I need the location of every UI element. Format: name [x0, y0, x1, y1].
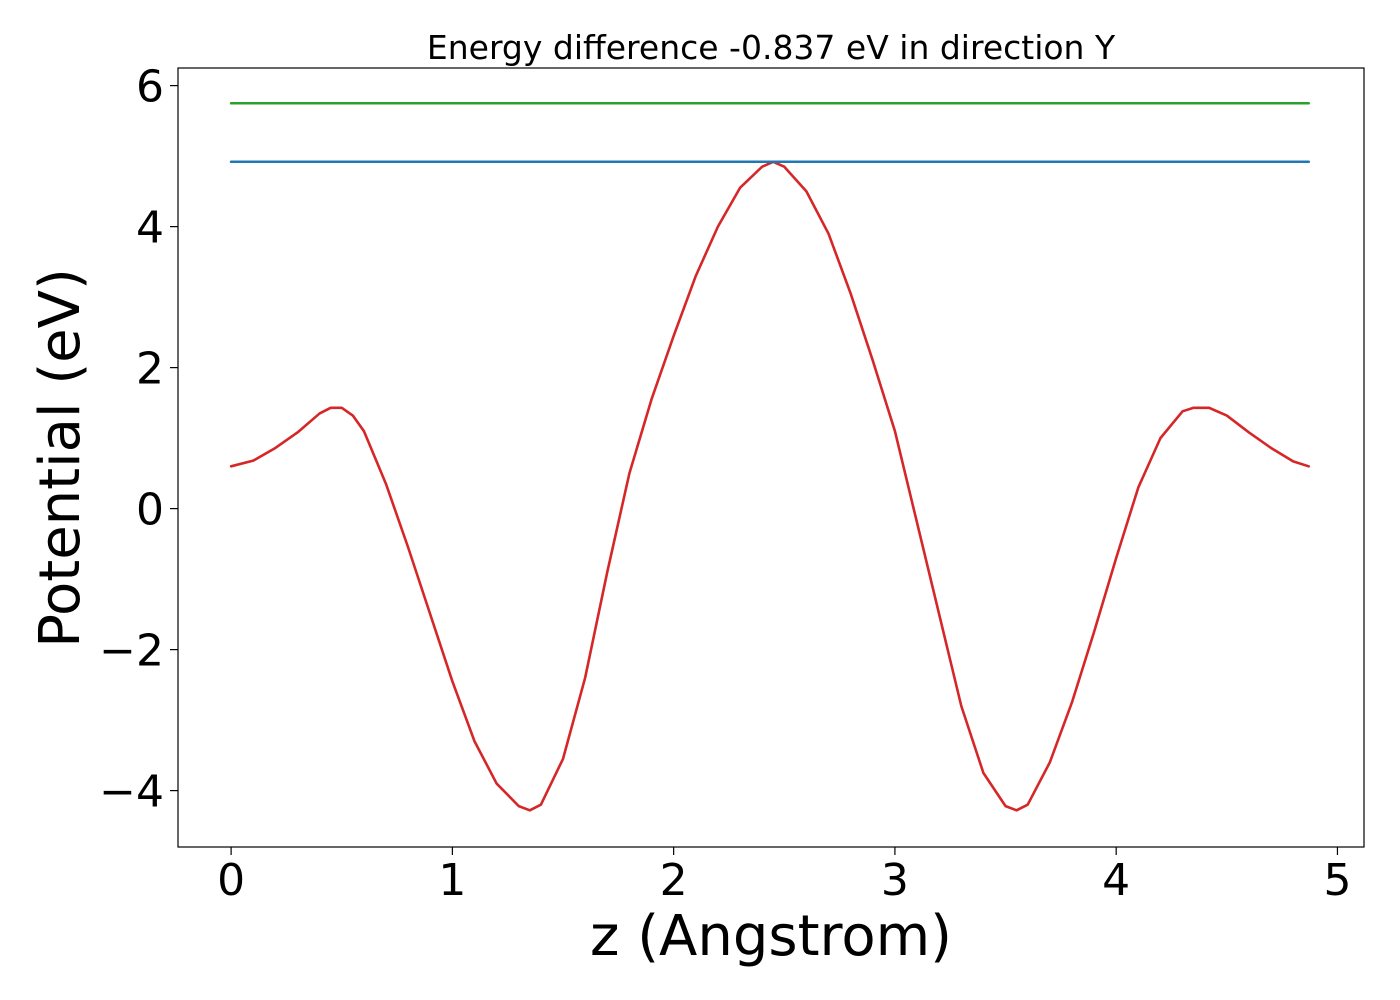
y-tick-label: 0 [136, 485, 164, 536]
series-line-0 [229, 160, 1310, 812]
x-tick-label: 0 [217, 855, 245, 906]
y-tick-label: −2 [99, 626, 164, 677]
y-tick-label: 4 [136, 203, 164, 254]
plot-frame [177, 67, 1365, 848]
y-tick-label: 2 [136, 344, 164, 395]
series-layer [229, 101, 1310, 812]
y-tick-label: 6 [136, 62, 164, 113]
x-tick-label: 1 [438, 855, 466, 906]
x-tick-label: 3 [881, 855, 909, 906]
chart-title: Energy difference -0.837 eV in direction… [427, 28, 1116, 67]
y-axis-label: Potential (eV) [28, 268, 93, 648]
y-axis-ticks: −4 −2 0 2 4 6 [99, 62, 178, 818]
x-tick-label: 4 [1102, 855, 1130, 906]
x-tick-label: 5 [1323, 855, 1351, 906]
y-tick-label: −4 [99, 767, 164, 818]
x-tick-label: 2 [660, 855, 688, 906]
x-axis-ticks: 0 1 2 3 4 5 [217, 847, 1351, 906]
x-axis-label: z (Angstrom) [590, 904, 952, 969]
